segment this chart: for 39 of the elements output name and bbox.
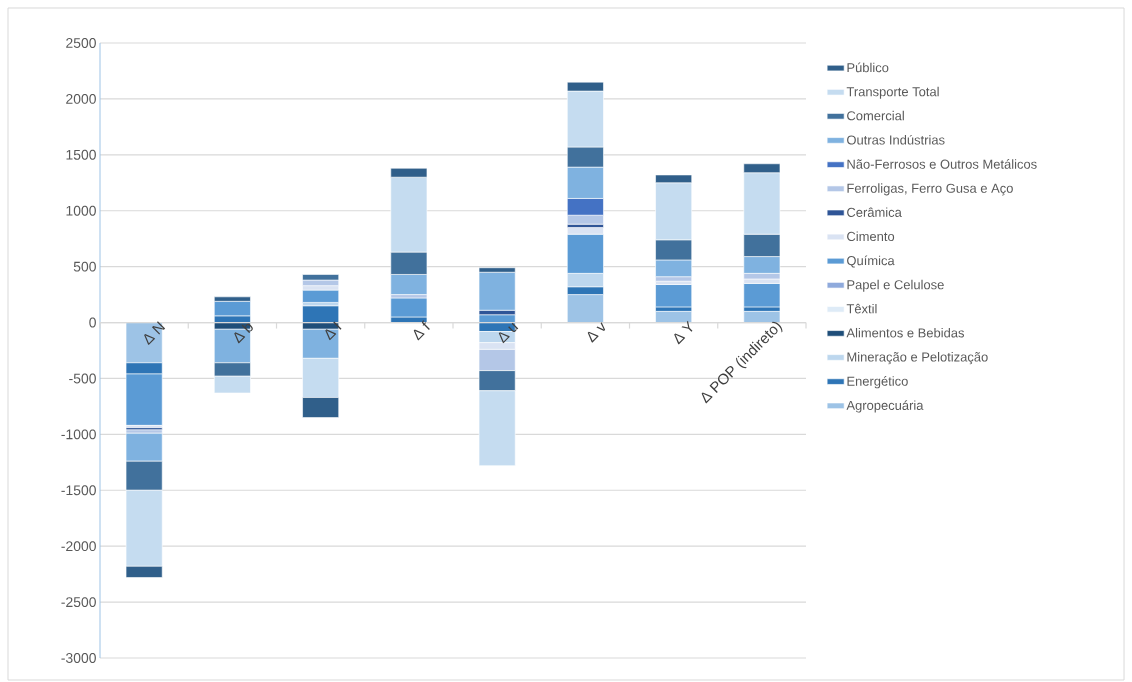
legend-label: Química [847, 255, 895, 268]
y-tick-label: 2500 [66, 38, 96, 48]
bar [390, 297, 428, 318]
legend-label: Cerâmica [847, 207, 902, 217]
x-tick-label: Δ v [587, 322, 606, 343]
x-tick-label: Δ u [498, 322, 519, 344]
legend-label: Alimentos e Bebidas [846, 327, 965, 338]
y-tick-label: -500 [69, 373, 96, 384]
y-tick-label: -1000 [61, 429, 96, 440]
bar [302, 289, 340, 303]
y-tick-label: 0 [89, 317, 96, 328]
y-tick-label: 1500 [66, 149, 96, 160]
legend-label: Transporte Total [846, 86, 939, 99]
legend-label: Papel e Celulose [847, 279, 944, 292]
legend-label: Têxtil [846, 303, 877, 314]
legend-label: Outras Indústrias [847, 134, 945, 145]
x-tick-label: Δ N [144, 321, 166, 346]
y-tick-label: -1500 [61, 485, 96, 496]
y-tick-label: 2000 [66, 93, 96, 104]
x-tick-label: Δ I [325, 321, 342, 341]
bar [743, 283, 781, 308]
legend-label: Não-Ferrosos e Outros Metálicos [847, 159, 1037, 169]
legend-label: Cimento [847, 231, 895, 242]
y-tick-label: 1000 [66, 205, 96, 216]
y-tick-label: 500 [73, 261, 96, 272]
x-tick-label: Δ f [413, 320, 430, 341]
legend-label: Comercial [847, 110, 904, 121]
y-tick-label: -2500 [61, 597, 96, 608]
legend-label: Energético [847, 376, 908, 389]
legend-label: Mineração e Pelotização [847, 352, 988, 365]
x-tick-label: Δ b [234, 323, 253, 344]
legend-label: Ferroligas, Ferro Gusa e Aço [847, 183, 1013, 196]
y-tick-label: -3000 [61, 653, 96, 663]
legend-label: Agropecuária [846, 400, 924, 413]
bar [478, 271, 516, 311]
x-tick-label: Δ Y [674, 320, 693, 345]
bar [655, 284, 693, 308]
legend-label: Público [847, 62, 889, 73]
y-tick-label: -2000 [61, 541, 96, 552]
